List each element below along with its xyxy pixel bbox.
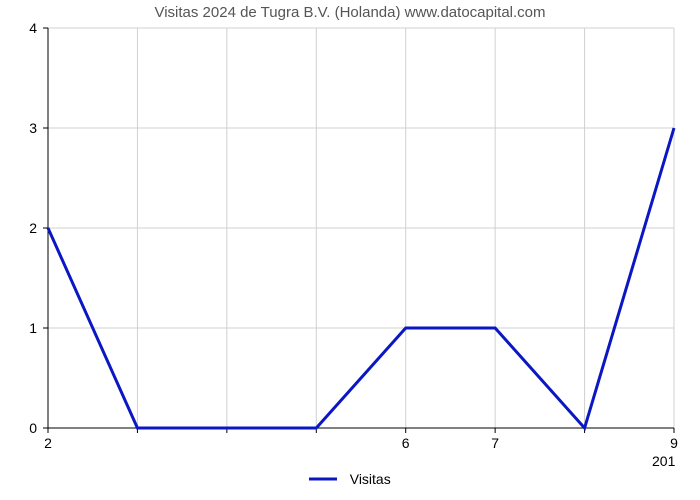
y-tick-label: 3 [0,120,37,136]
y-tick-label: 4 [0,20,37,36]
chart-title: Visitas 2024 de Tugra B.V. (Holanda) www… [0,4,700,21]
legend: Visitas [0,470,700,488]
x-tick-label: 9 [654,435,694,451]
y-tick-label: 1 [0,320,37,336]
legend-label: Visitas [350,471,391,487]
series-group [48,128,674,428]
x-tick-label: 7 [475,435,515,451]
chart-container: Visitas 2024 de Tugra B.V. (Holanda) www… [0,0,700,500]
line-chart-svg [0,0,700,500]
legend-swatch [309,474,337,484]
x-tick-label: 2 [28,435,68,451]
y-tick-label: 2 [0,220,37,236]
right-bottom-label: 201 [652,453,675,469]
x-tick-label: 6 [386,435,426,451]
grid-group [48,28,674,428]
y-tick-label: 0 [0,420,37,436]
